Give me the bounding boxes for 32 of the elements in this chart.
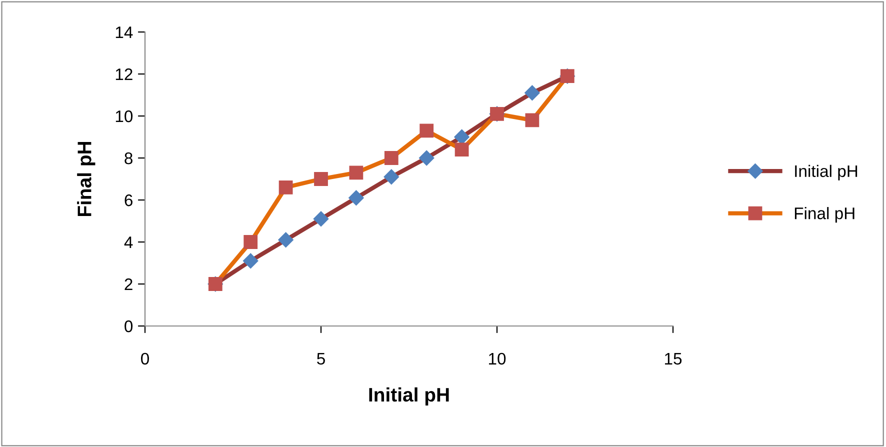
point bbox=[454, 142, 469, 157]
point bbox=[454, 129, 470, 145]
y-tick-label: 12 bbox=[116, 68, 132, 80]
point bbox=[349, 166, 364, 180]
x-tick-label: 10 bbox=[489, 352, 506, 365]
point bbox=[278, 232, 294, 248]
y-tick-label: 8 bbox=[124, 152, 132, 164]
point bbox=[420, 124, 434, 138]
x-tick-label: 5 bbox=[317, 353, 325, 365]
point bbox=[244, 235, 258, 249]
y-tick-label: 0 bbox=[124, 320, 133, 332]
point bbox=[313, 211, 329, 226]
point bbox=[525, 113, 540, 128]
point bbox=[384, 169, 399, 184]
legend-label: Final pH bbox=[794, 207, 854, 223]
point bbox=[524, 85, 540, 100]
y-tick-label: 10 bbox=[116, 110, 133, 122]
point bbox=[419, 150, 434, 166]
y-tick-label: 14 bbox=[116, 26, 133, 38]
point bbox=[243, 253, 258, 268]
point bbox=[348, 190, 364, 206]
y-tick-label: 6 bbox=[124, 194, 132, 206]
point bbox=[384, 151, 398, 165]
point bbox=[278, 180, 293, 194]
legend-label: Initial pH bbox=[795, 164, 858, 180]
x-axis-title: Initial pH bbox=[369, 387, 449, 406]
point bbox=[314, 172, 328, 186]
y-axis-title: Final pH bbox=[77, 142, 96, 216]
x-tick-label: 0 bbox=[141, 352, 149, 365]
y-tick-label: 4 bbox=[124, 236, 133, 248]
x-tick-label: 15 bbox=[665, 353, 682, 365]
y-tick-label: 2 bbox=[124, 278, 132, 290]
